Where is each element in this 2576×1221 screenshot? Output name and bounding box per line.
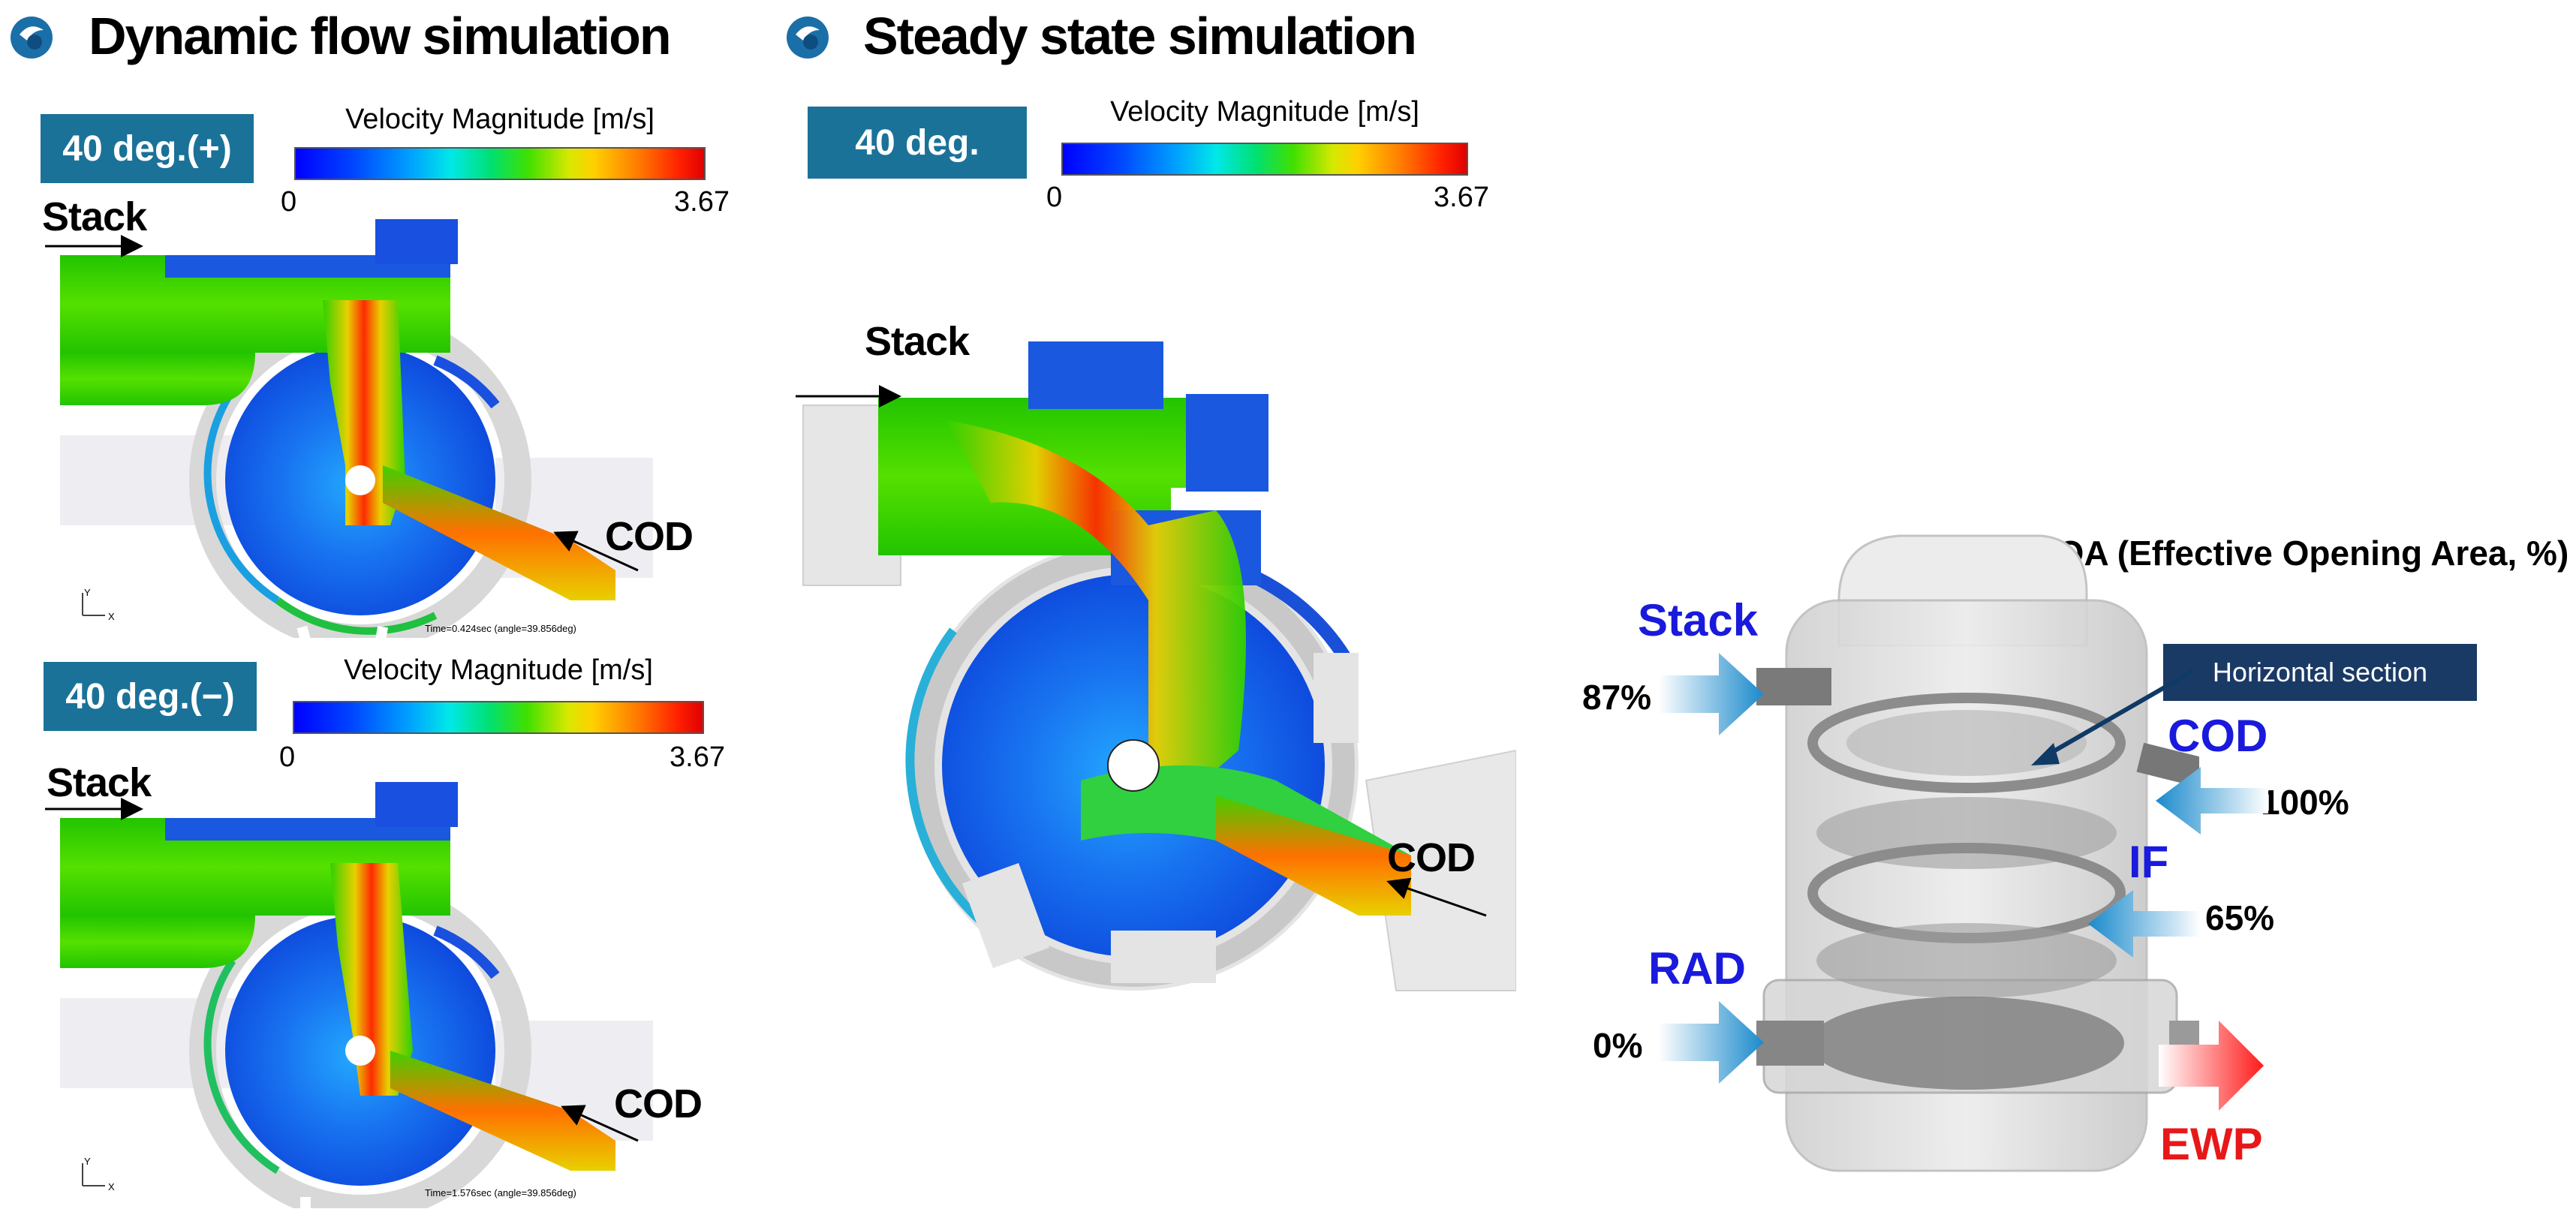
- eoa-port-if-name: IF: [2129, 837, 2169, 887]
- colorbar-min: 0: [279, 741, 296, 773]
- stack-inlet-label: Stack: [47, 760, 152, 805]
- eoa-port-rad-name: RAD: [1648, 943, 1746, 994]
- case-label-plus: 40 deg.(+): [41, 114, 254, 183]
- axis-y-label: Y: [84, 587, 91, 598]
- flow-field-plus: [38, 210, 653, 655]
- axis-x-label: X: [108, 1181, 115, 1192]
- colorbar-title: Velocity Magnitude [m/s]: [1110, 96, 1419, 128]
- eoa-port-cod-value: 100%: [2261, 783, 2349, 822]
- colorbar: [1061, 143, 1468, 176]
- cod-inlet-label: COD: [614, 1081, 703, 1126]
- rad-inflow-arrow-icon: [1659, 1001, 1764, 1084]
- cod-inlet-label: COD: [1387, 835, 1476, 880]
- stack-inlet-label: Stack: [42, 194, 147, 239]
- colorbar-title: Velocity Magnitude [m/s]: [345, 104, 655, 135]
- bullet-icon: [8, 14, 56, 62]
- time-stamp: Time=0.424sec (angle=39.856deg): [425, 623, 576, 634]
- colorbar-min: 0: [281, 186, 297, 218]
- eoa-port-ewp-name: EWP: [2160, 1119, 2263, 1169]
- colorbar-max: 3.67: [670, 741, 725, 773]
- axis-x-label: X: [108, 611, 115, 622]
- eoa-port-cod-name: COD: [2168, 711, 2268, 761]
- stack-inlet-label: Stack: [865, 319, 970, 364]
- cod-inlet-label: COD: [605, 514, 694, 559]
- colorbar-max: 3.67: [674, 186, 730, 218]
- eoa-port-stack-value: 87%: [1582, 678, 1652, 717]
- flow-field-minus: [38, 765, 653, 1221]
- valve-illustration: [1749, 525, 2210, 1186]
- colorbar: [294, 147, 706, 180]
- bullet-icon: [784, 14, 832, 62]
- eoa-port-if-value: 65%: [2205, 898, 2275, 937]
- colorbar-title: Velocity Magnitude [m/s]: [344, 654, 653, 686]
- cod-inflow-arrow-icon: [2156, 767, 2268, 835]
- case-label-steady: 40 deg.: [808, 107, 1027, 179]
- ewp-outflow-arrow-icon: [2159, 1021, 2264, 1111]
- axis-y-label: Y: [84, 1156, 91, 1167]
- eoa-title: EOA (Effective Opening Area, %): [2034, 534, 2569, 573]
- horizontal-section-label: Horizontal section: [2163, 644, 2477, 701]
- axis-triad-icon: [82, 1163, 105, 1186]
- flow-field-steady: [788, 315, 1517, 1006]
- colorbar: [293, 701, 704, 734]
- eoa-port-stack-name: Stack: [1638, 595, 1759, 645]
- if-inflow-arrow-icon: [2088, 890, 2201, 958]
- section-callout-line: [2031, 669, 2195, 765]
- time-stamp: Time=1.576sec (angle=39.856deg): [425, 1187, 576, 1198]
- dynamic-section-title: Dynamic flow simulation: [89, 7, 672, 65]
- axis-triad-icon: [82, 593, 105, 616]
- colorbar-max: 3.67: [1434, 182, 1489, 213]
- colorbar-min: 0: [1046, 182, 1063, 213]
- steady-section-title: Steady state simulation: [863, 7, 1417, 65]
- eoa-port-rad-value: 0%: [1593, 1026, 1643, 1065]
- stack-inflow-arrow-icon: [1659, 653, 1764, 735]
- case-label-minus: 40 deg.(−): [44, 662, 257, 731]
